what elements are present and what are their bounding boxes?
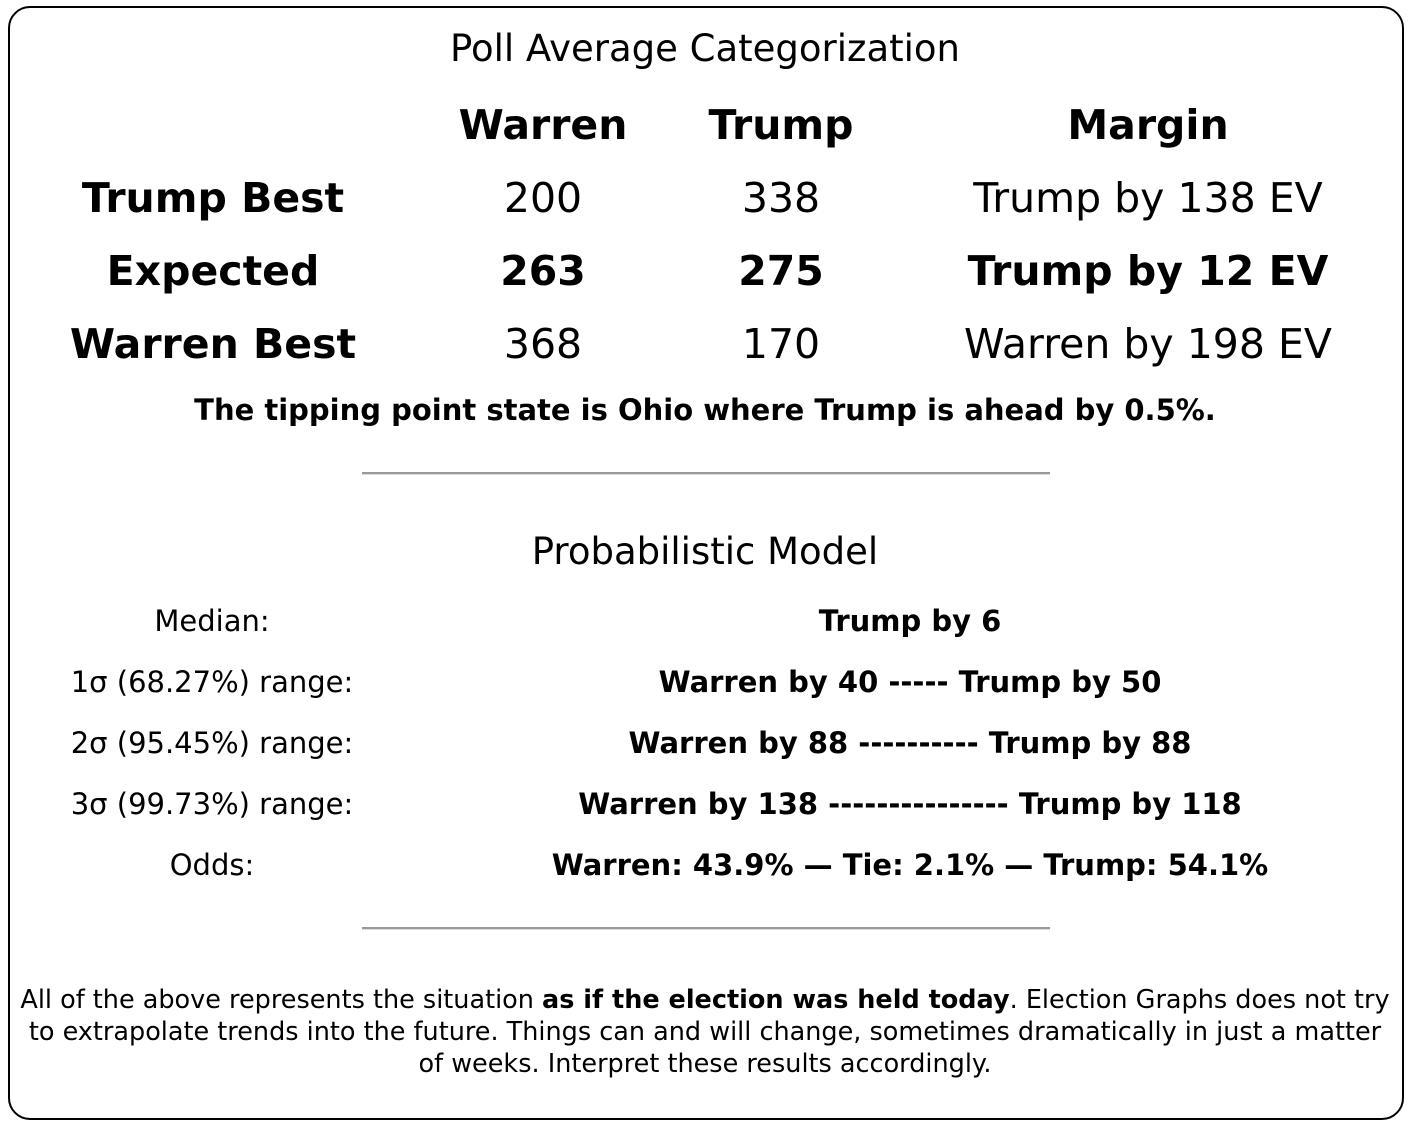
cell-trump-best-warren: 200	[503, 174, 583, 222]
model-label-1sigma: 1σ (68.27%) range:	[70, 665, 354, 699]
disclaimer-text-emphasis: as if the election was held today	[542, 985, 1010, 1015]
disclaimer-text-after: . Election Graphs does not try to extrap…	[28, 985, 1390, 1079]
model-label-odds: Odds:	[169, 848, 255, 882]
results-card	[8, 6, 1404, 1120]
model-value-3sigma: Warren by 138 --------------- Trump by 1…	[578, 787, 1242, 821]
section-divider-top	[362, 472, 1050, 474]
cell-warren-best-margin: Warren by 198 EV	[964, 320, 1332, 368]
row-label-expected: Expected	[106, 247, 320, 295]
cell-trump-best-trump: 338	[741, 174, 821, 222]
model-label-median: Median:	[154, 604, 270, 638]
model-value-2sigma: Warren by 88 ---------- Trump by 88	[628, 726, 1192, 760]
model-value-odds: Warren: 43.9% — Tie: 2.1% — Trump: 54.1%	[551, 848, 1269, 882]
cell-expected-margin: Trump by 12 EV	[967, 247, 1329, 295]
column-header-margin: Margin	[1067, 101, 1229, 149]
model-value-median: Trump by 6	[818, 604, 1002, 638]
model-value-1sigma: Warren by 40 ----- Trump by 50	[658, 665, 1162, 699]
model-label-3sigma: 3σ (99.73%) range:	[70, 787, 354, 821]
disclaimer-text-before: All of the above represents the situatio…	[20, 985, 543, 1015]
column-header-trump: Trump	[708, 101, 854, 149]
model-section-title: Probabilistic Model	[531, 530, 879, 573]
row-label-warren-best: Warren Best	[69, 320, 357, 368]
cell-trump-best-margin: Trump by 138 EV	[973, 174, 1323, 222]
model-label-2sigma: 2σ (95.45%) range:	[70, 726, 354, 760]
cell-warren-best-warren: 368	[503, 320, 583, 368]
cell-expected-warren: 263	[500, 247, 586, 295]
disclaimer-text: All of the above represents the situatio…	[20, 984, 1390, 1080]
cell-warren-best-trump: 170	[741, 320, 821, 368]
cell-expected-trump: 275	[738, 247, 824, 295]
column-header-warren: Warren	[458, 101, 628, 149]
poll-section-title: Poll Average Categorization	[449, 27, 960, 70]
section-divider-bottom	[362, 927, 1050, 929]
row-label-trump-best: Trump Best	[81, 174, 345, 222]
tipping-point-statement: The tipping point state is Ohio where Tr…	[194, 393, 1216, 427]
